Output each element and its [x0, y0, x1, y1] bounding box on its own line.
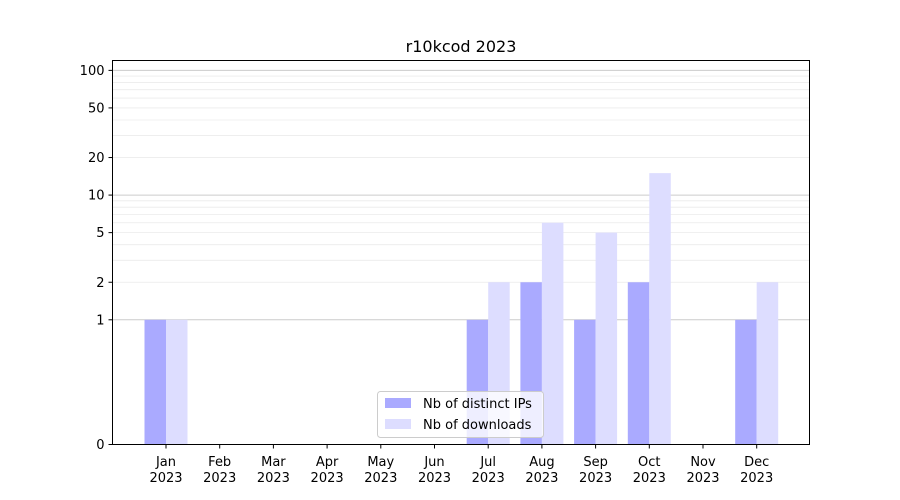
x-tick-label-year: 2023 — [364, 471, 397, 486]
x-tick-label-year: 2023 — [418, 471, 451, 486]
legend-box — [377, 391, 544, 438]
x-tick-label-month: Apr — [316, 455, 339, 470]
y-axis: 0 1 2 5 10 20 50 100 — [80, 64, 113, 453]
y-tick-label: 10 — [88, 189, 105, 204]
y-tick-label: 2 — [96, 276, 104, 291]
x-tick-label-month: May — [367, 455, 394, 470]
x-tick-label-year: 2023 — [525, 471, 558, 486]
x-tick-label-month: Jan — [155, 455, 176, 470]
x-tick-label-month: Aug — [529, 455, 554, 470]
x-tick-label-year: 2023 — [311, 471, 344, 486]
x-tick-label-month: Oct — [638, 455, 660, 470]
plot-frame — [112, 60, 810, 445]
x-tick-label-month: Nov — [690, 455, 716, 470]
y-tick-label: 0 — [96, 438, 104, 453]
legend: Nb of distinct IPs Nb of downloads — [377, 391, 544, 438]
x-tick-label-year: 2023 — [149, 471, 182, 486]
x-tick-label-month: Dec — [744, 455, 769, 470]
bar-nb-of-downloads-sep — [595, 232, 618, 445]
x-tick-label-year: 2023 — [686, 471, 719, 486]
x-tick-label-year: 2023 — [633, 471, 666, 486]
x-axis: Jan2023Feb2023Mar2023Apr2023May2023Jun20… — [149, 444, 773, 486]
x-tick-label-month: Jul — [479, 455, 496, 470]
bar-nb-of-downloads-oct — [649, 173, 671, 445]
y-tick-label: 1 — [96, 313, 104, 328]
bar-nb-of-distinct-ips-dec — [735, 319, 757, 445]
y-tick-label: 5 — [96, 226, 104, 241]
x-tick-label-year: 2023 — [740, 471, 773, 486]
y-tick-label: 20 — [88, 151, 105, 166]
bar-nb-of-downloads-aug — [541, 222, 564, 445]
x-tick-label-year: 2023 — [257, 471, 290, 486]
x-tick-label-month: Jun — [423, 455, 444, 470]
chart-title: r10kcod 2023 — [406, 37, 517, 56]
x-tick-label-month: Feb — [208, 455, 231, 470]
bar-nb-of-distinct-ips-sep — [574, 319, 596, 445]
grid-lines — [112, 69, 810, 321]
legend-swatch-distinct-ips — [385, 398, 411, 408]
y-tick-label: 100 — [80, 64, 105, 79]
bar-nb-of-distinct-ips-jan — [144, 319, 166, 445]
bar-nb-of-downloads-dec — [756, 282, 779, 445]
x-tick-label-month: Mar — [261, 455, 286, 470]
legend-label-downloads: Nb of downloads — [423, 418, 532, 433]
legend-swatch-downloads — [385, 419, 411, 429]
x-tick-label-year: 2023 — [203, 471, 236, 486]
x-tick-label-year: 2023 — [472, 471, 505, 486]
x-tick-label-year: 2023 — [579, 471, 612, 486]
legend-label-distinct-ips: Nb of distinct IPs — [423, 397, 532, 412]
bar-nb-of-distinct-ips-oct — [627, 282, 650, 445]
y-tick-label: 50 — [88, 101, 105, 116]
bar-nb-of-downloads-jan — [166, 319, 188, 445]
x-tick-label-month: Sep — [583, 455, 608, 470]
